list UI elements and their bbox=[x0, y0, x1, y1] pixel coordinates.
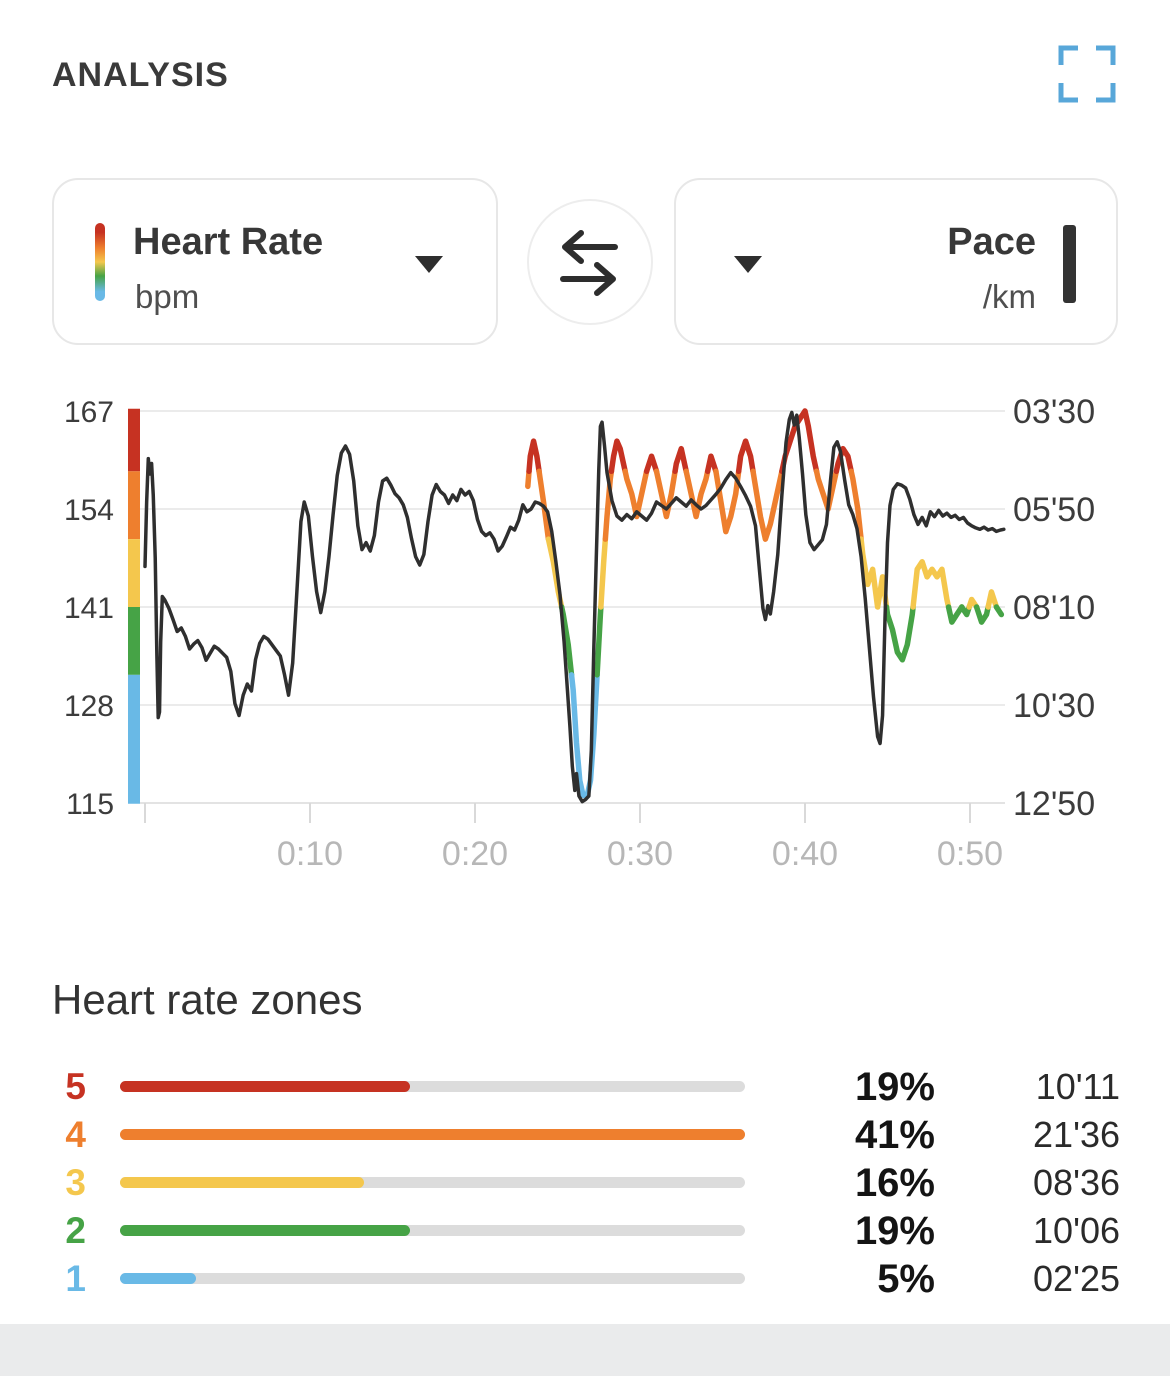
left-axis-label: 167 bbox=[64, 396, 114, 429]
heart-rate-line bbox=[536, 468, 552, 542]
zone-number: 5 bbox=[65, 1066, 86, 1107]
heart-rate-line bbox=[750, 468, 785, 542]
zone-axis-band bbox=[128, 607, 140, 675]
heart-rate-line bbox=[910, 559, 952, 610]
chart-canvas[interactable]: 167 03'30 154 05'50 141 08'10 128 10'30 115 12'50… bbox=[0, 376, 1170, 886]
heart-rate-line bbox=[735, 438, 756, 475]
right-axis-label: 08'10 bbox=[1013, 589, 1095, 627]
x-axis-label: 0:20 bbox=[442, 835, 508, 873]
heart-rate-line bbox=[966, 596, 980, 610]
swap-arrows-icon bbox=[560, 230, 618, 296]
heart-rate-line bbox=[813, 468, 840, 512]
zone-percent: 5% bbox=[877, 1257, 935, 1301]
heart-rate-line bbox=[848, 468, 864, 542]
zone-row: 1 5% 02'25 bbox=[0, 1255, 1170, 1303]
zones-section-title: Heart rate zones bbox=[52, 976, 363, 1023]
zone-bar-fill bbox=[120, 1177, 364, 1188]
zone-bar-fill bbox=[120, 1081, 410, 1092]
right-axis-label: 05'50 bbox=[1013, 491, 1095, 529]
zone-percent: 41% bbox=[854, 1113, 935, 1157]
heart-rate-line bbox=[602, 468, 615, 542]
x-axis-label: 0:10 bbox=[277, 835, 343, 873]
zone-duration: 08'36 bbox=[1033, 1162, 1120, 1203]
zone-number: 2 bbox=[65, 1210, 86, 1251]
heart-rate-line bbox=[594, 604, 604, 678]
zone-bar-track bbox=[120, 1081, 745, 1092]
chevron-down-icon bbox=[415, 256, 443, 273]
zone-percent: 16% bbox=[854, 1161, 935, 1205]
zone-duration: 02'25 bbox=[1033, 1258, 1120, 1299]
expand-fullscreen-icon bbox=[1058, 45, 1116, 102]
zone-duration: 10'11 bbox=[1035, 1066, 1120, 1107]
left-metric-unit: bpm bbox=[135, 278, 200, 315]
zone-number: 3 bbox=[65, 1162, 86, 1203]
heart-rate-line bbox=[858, 536, 890, 610]
chevron-down-icon bbox=[734, 256, 762, 273]
heart-rate-line bbox=[672, 445, 689, 475]
zone-bar-fill bbox=[120, 1225, 410, 1236]
heart-rate-line bbox=[945, 604, 965, 625]
zone-row: 3 16% 08'36 bbox=[0, 1159, 1170, 1207]
footer-strip bbox=[0, 1324, 1170, 1376]
zone-row: 2 19% 10'06 bbox=[0, 1207, 1170, 1255]
heart-rate-line bbox=[598, 536, 609, 610]
heart-rate-line bbox=[643, 453, 660, 475]
pace-line-icon bbox=[1063, 225, 1076, 303]
heart-rate-zones-gradient-icon bbox=[95, 223, 105, 301]
zone-bar-track bbox=[120, 1129, 745, 1140]
heart-rate-line bbox=[883, 604, 916, 663]
metric-selector-right[interactable]: Pace /km bbox=[674, 178, 1118, 345]
zone-axis-band bbox=[128, 471, 140, 540]
x-axis-label: 0:30 bbox=[607, 835, 673, 873]
left-axis-label: 115 bbox=[66, 788, 114, 821]
zone-row: 5 19% 10'11 bbox=[0, 1063, 1170, 1111]
zone-axis-band bbox=[128, 539, 140, 607]
right-metric-label: Pace bbox=[947, 221, 1036, 263]
zone-percent: 19% bbox=[854, 1209, 935, 1253]
zone-number: 1 bbox=[65, 1258, 86, 1299]
x-axis-label: 0:50 bbox=[937, 835, 1003, 873]
expand-button[interactable] bbox=[1052, 40, 1122, 110]
right-metric-unit: /km bbox=[982, 278, 1036, 315]
left-metric-label: Heart Rate bbox=[133, 221, 324, 263]
zone-axis-band bbox=[128, 674, 140, 804]
pace-line bbox=[143, 410, 1006, 804]
zone-duration: 10'06 bbox=[1033, 1210, 1120, 1251]
analysis-chart[interactable]: 167 03'30 154 05'50 141 08'10 128 10'30 115 12'50… bbox=[0, 376, 1170, 886]
heart-rate-line bbox=[622, 468, 650, 520]
heart-rate-line bbox=[704, 453, 719, 475]
zone-axis-band bbox=[128, 408, 140, 472]
zone-bar-fill bbox=[120, 1129, 745, 1140]
heart-rate-line bbox=[833, 445, 854, 475]
zone-bar-track bbox=[120, 1225, 745, 1236]
right-axis-label: 10'30 bbox=[1013, 687, 1095, 725]
x-axis-label: 0:40 bbox=[772, 835, 838, 873]
left-axis-label: 141 bbox=[64, 592, 114, 625]
heart-rate-line bbox=[973, 604, 991, 625]
zone-number: 4 bbox=[65, 1114, 86, 1155]
page-title: ANALYSIS bbox=[52, 56, 229, 94]
right-axis-label: 12'50 bbox=[1013, 785, 1095, 823]
right-axis-label: 03'30 bbox=[1013, 393, 1095, 431]
metric-selector-left[interactable]: Heart Rate bpm bbox=[52, 178, 498, 345]
left-axis-label: 154 bbox=[64, 494, 114, 527]
zone-bar-track bbox=[120, 1177, 745, 1188]
heart-rate-line bbox=[653, 468, 678, 520]
heart-rate-line bbox=[993, 604, 1005, 618]
heart-rate-line bbox=[526, 438, 542, 475]
zone-bar-fill bbox=[120, 1273, 196, 1284]
heart-rate-line bbox=[985, 589, 1000, 610]
zone-row: 4 41% 21'36 bbox=[0, 1111, 1170, 1159]
swap-metrics-button[interactable] bbox=[527, 199, 653, 325]
zone-duration: 21'36 bbox=[1033, 1114, 1120, 1155]
zone-percent: 19% bbox=[854, 1065, 935, 1109]
heart-rate-line bbox=[608, 438, 628, 475]
zone-bar-track bbox=[120, 1273, 745, 1284]
heart-rate-line bbox=[713, 468, 742, 535]
left-axis-label: 128 bbox=[64, 690, 114, 723]
